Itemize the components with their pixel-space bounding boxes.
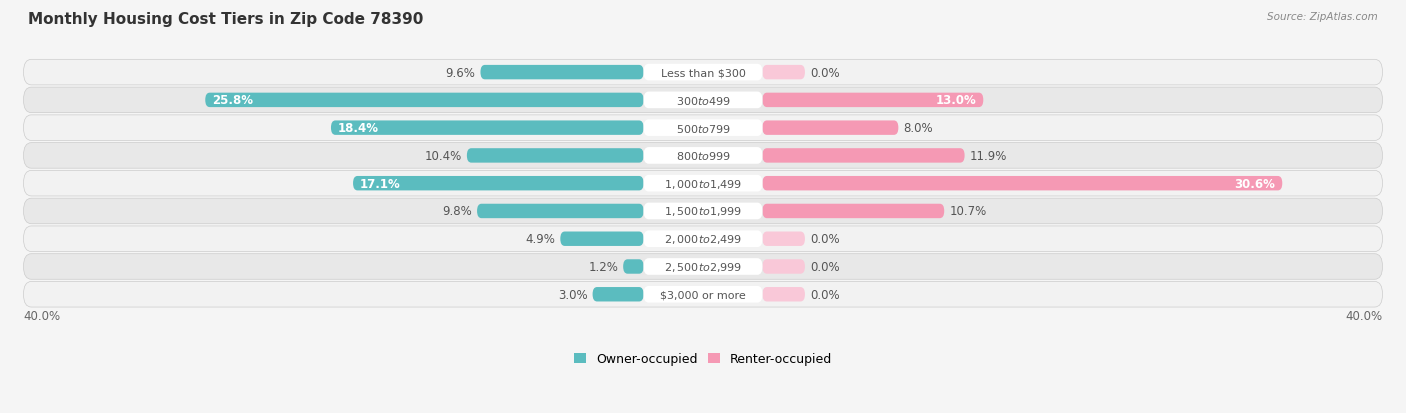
Text: 11.9%: 11.9% <box>970 150 1007 163</box>
FancyBboxPatch shape <box>24 116 1382 141</box>
FancyBboxPatch shape <box>644 148 762 164</box>
FancyBboxPatch shape <box>644 176 762 192</box>
FancyBboxPatch shape <box>24 143 1382 169</box>
Text: $2,000 to $2,499: $2,000 to $2,499 <box>664 233 742 246</box>
FancyBboxPatch shape <box>762 93 983 108</box>
FancyBboxPatch shape <box>592 287 644 302</box>
FancyBboxPatch shape <box>644 286 762 303</box>
Text: 9.6%: 9.6% <box>446 66 475 79</box>
Text: 1.2%: 1.2% <box>588 260 619 273</box>
Text: 9.8%: 9.8% <box>443 205 472 218</box>
FancyBboxPatch shape <box>623 260 644 274</box>
FancyBboxPatch shape <box>330 121 644 135</box>
Text: 0.0%: 0.0% <box>810 233 839 246</box>
Text: 13.0%: 13.0% <box>936 94 977 107</box>
FancyBboxPatch shape <box>24 60 1382 85</box>
FancyBboxPatch shape <box>561 232 644 246</box>
Text: 18.4%: 18.4% <box>337 122 378 135</box>
Text: Monthly Housing Cost Tiers in Zip Code 78390: Monthly Housing Cost Tiers in Zip Code 7… <box>28 12 423 27</box>
FancyBboxPatch shape <box>481 66 644 80</box>
FancyBboxPatch shape <box>762 287 804 302</box>
FancyBboxPatch shape <box>24 254 1382 280</box>
FancyBboxPatch shape <box>644 203 762 220</box>
Text: 40.0%: 40.0% <box>24 310 60 323</box>
FancyBboxPatch shape <box>353 176 644 191</box>
Text: 25.8%: 25.8% <box>212 94 253 107</box>
Legend: Owner-occupied, Renter-occupied: Owner-occupied, Renter-occupied <box>574 352 832 366</box>
FancyBboxPatch shape <box>644 64 762 81</box>
Text: 30.6%: 30.6% <box>1234 177 1275 190</box>
Text: 0.0%: 0.0% <box>810 288 839 301</box>
Text: 0.0%: 0.0% <box>810 260 839 273</box>
FancyBboxPatch shape <box>762 149 965 163</box>
FancyBboxPatch shape <box>762 260 804 274</box>
FancyBboxPatch shape <box>762 176 1282 191</box>
FancyBboxPatch shape <box>24 226 1382 252</box>
Text: $500 to $799: $500 to $799 <box>675 122 731 134</box>
FancyBboxPatch shape <box>762 204 945 218</box>
FancyBboxPatch shape <box>644 231 762 247</box>
Text: $1,000 to $1,499: $1,000 to $1,499 <box>664 177 742 190</box>
FancyBboxPatch shape <box>644 120 762 137</box>
Text: 17.1%: 17.1% <box>360 177 401 190</box>
Text: Less than $300: Less than $300 <box>661 68 745 78</box>
Text: 4.9%: 4.9% <box>526 233 555 246</box>
FancyBboxPatch shape <box>205 93 644 108</box>
FancyBboxPatch shape <box>477 204 644 218</box>
FancyBboxPatch shape <box>644 93 762 109</box>
Text: Source: ZipAtlas.com: Source: ZipAtlas.com <box>1267 12 1378 22</box>
Text: $2,500 to $2,999: $2,500 to $2,999 <box>664 260 742 273</box>
Text: $3,000 or more: $3,000 or more <box>661 290 745 299</box>
Text: 3.0%: 3.0% <box>558 288 588 301</box>
Text: 10.4%: 10.4% <box>425 150 461 163</box>
FancyBboxPatch shape <box>762 121 898 135</box>
FancyBboxPatch shape <box>24 282 1382 307</box>
Text: $800 to $999: $800 to $999 <box>675 150 731 162</box>
FancyBboxPatch shape <box>762 66 804 80</box>
Text: $300 to $499: $300 to $499 <box>675 95 731 107</box>
Text: 8.0%: 8.0% <box>904 122 934 135</box>
FancyBboxPatch shape <box>24 199 1382 224</box>
FancyBboxPatch shape <box>467 149 644 163</box>
Text: $1,500 to $1,999: $1,500 to $1,999 <box>664 205 742 218</box>
FancyBboxPatch shape <box>24 88 1382 114</box>
Text: 40.0%: 40.0% <box>1346 310 1382 323</box>
FancyBboxPatch shape <box>762 232 804 246</box>
Text: 10.7%: 10.7% <box>949 205 987 218</box>
Text: 0.0%: 0.0% <box>810 66 839 79</box>
FancyBboxPatch shape <box>644 259 762 275</box>
FancyBboxPatch shape <box>24 171 1382 197</box>
